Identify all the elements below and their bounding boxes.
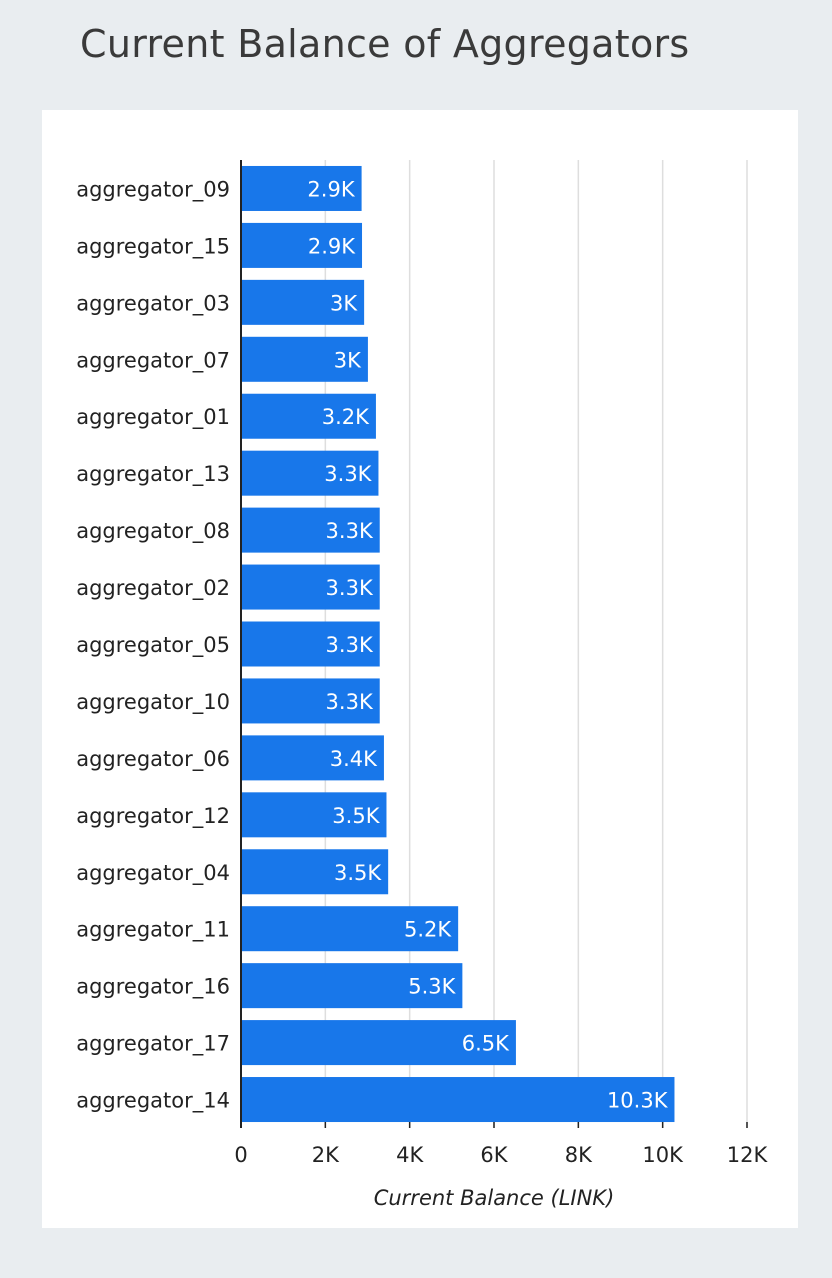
bar [241,1020,516,1066]
bar [241,450,379,496]
bar [241,222,363,268]
category-label: aggregator_09 [76,177,230,202]
data-label: 3K [334,348,362,372]
category-label: aggregator_10 [76,690,230,715]
x-tick-label: 0 [234,1143,247,1167]
category-label: aggregator_13 [76,462,230,487]
bar [241,792,387,838]
category-label: aggregator_04 [76,861,230,886]
data-label: 3.3K [326,633,374,657]
category-label: aggregator_01 [76,405,230,430]
data-label: 5.2K [404,918,452,942]
category-label: aggregator_07 [76,348,230,373]
data-label: 5.3K [408,975,456,999]
x-tick-label: 4K [396,1143,424,1167]
data-label: 3.3K [326,576,374,600]
category-label: aggregator_16 [76,975,230,1000]
category-label: aggregator_05 [76,633,230,658]
bar [241,735,384,781]
bar [241,1077,675,1123]
category-label: aggregator_11 [76,918,230,943]
category-label: aggregator_14 [76,1089,230,1114]
bar [241,678,380,724]
data-label: 2.9K [308,234,356,258]
data-label: 3.3K [326,690,374,714]
data-label: 3.5K [332,804,380,828]
bar [241,621,380,667]
bar [241,393,376,439]
x-tick-label: 2K [312,1143,340,1167]
category-label: aggregator_08 [76,519,230,544]
category-label: aggregator_15 [76,234,230,259]
category-label: aggregator_06 [76,747,230,772]
data-label: 6.5K [462,1032,510,1056]
bar [241,279,365,325]
data-label: 3.4K [330,747,378,771]
x-axis-title: Current Balance (LINK) [374,1186,615,1210]
data-label: 3.5K [334,861,382,885]
bar [241,336,368,382]
bar [241,849,389,895]
category-label: aggregator_12 [76,804,230,829]
x-tick-label: 8K [565,1143,593,1167]
data-label: 3.3K [324,462,372,486]
category-label: aggregator_03 [76,291,230,316]
bar [241,165,362,211]
bar [241,906,459,952]
data-label: 3.3K [326,519,374,543]
page-title: Current Balance of Aggregators [80,22,690,66]
data-label: 10.3K [607,1089,669,1113]
x-tick-label: 12K [727,1143,769,1167]
bar [241,507,380,553]
data-label: 2.9K [307,177,355,201]
x-tick-label: 6K [480,1143,508,1167]
data-label: 3K [330,291,358,315]
bar [241,963,463,1009]
category-label: aggregator_02 [76,576,230,601]
category-label: aggregator_17 [76,1032,230,1057]
bar [241,564,380,610]
data-label: 3.2K [322,405,370,429]
x-tick-label: 10K [642,1143,684,1167]
